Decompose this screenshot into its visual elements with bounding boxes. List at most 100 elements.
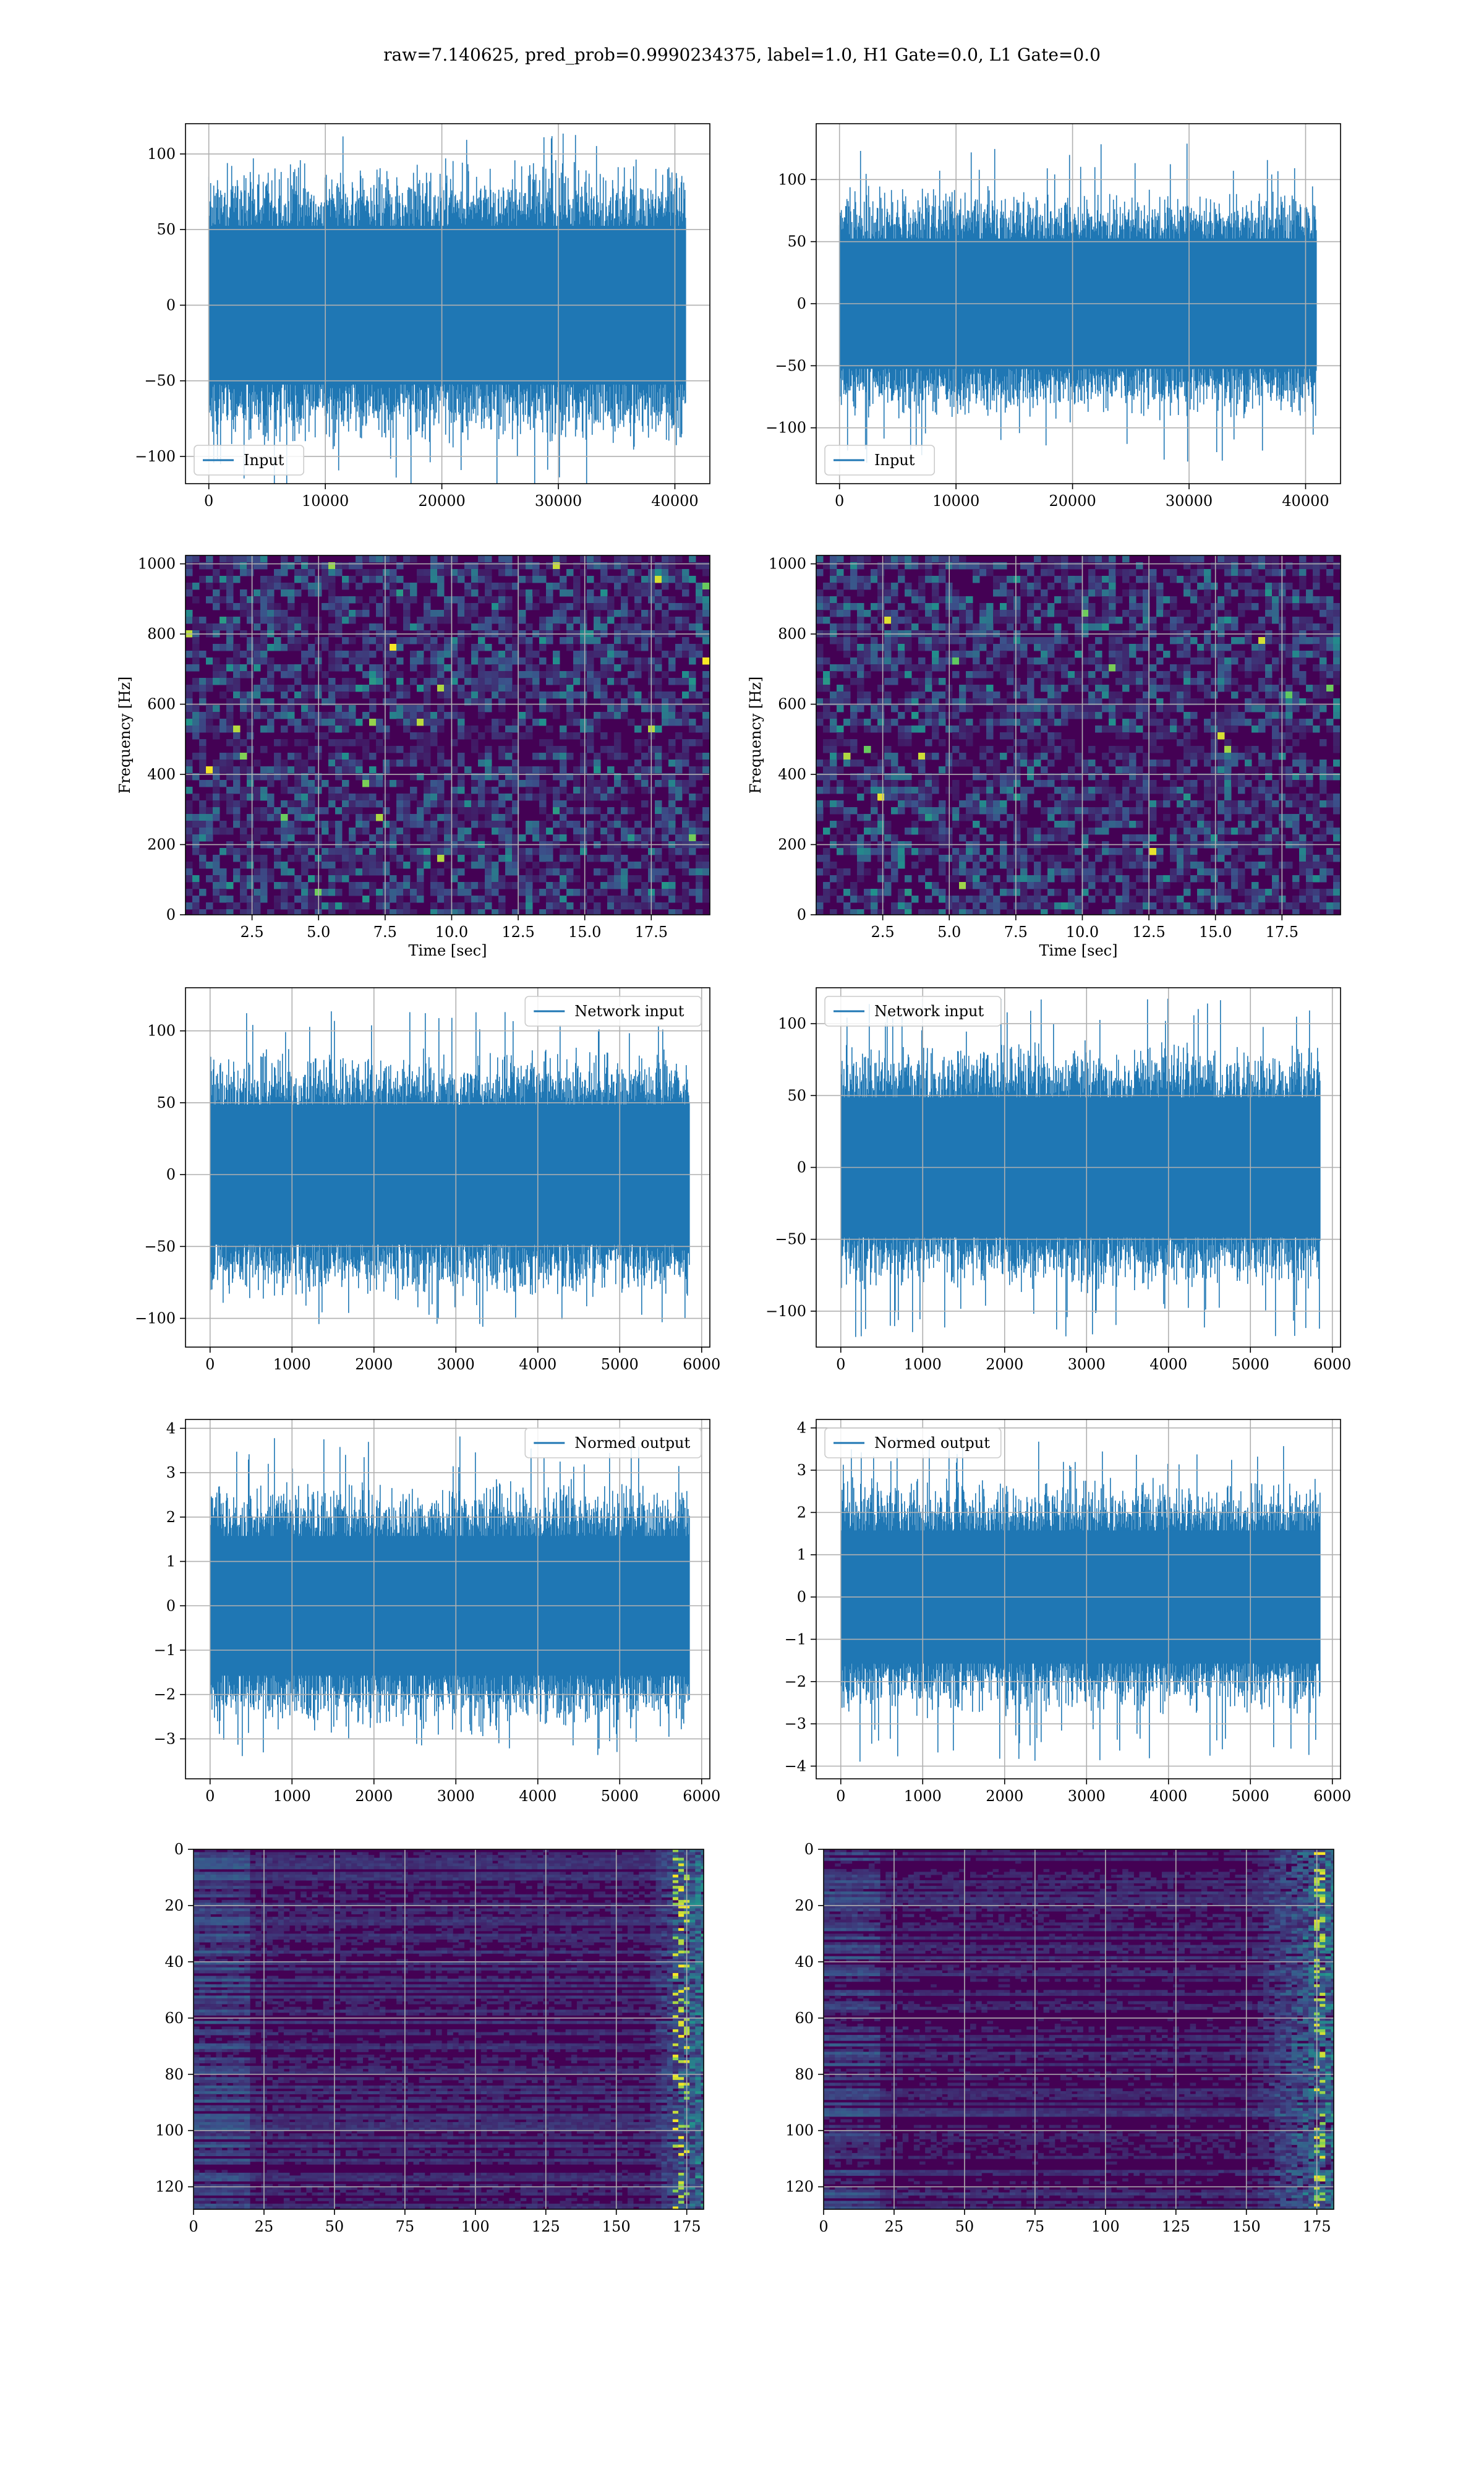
l1-input-xtick-label: 0 xyxy=(835,492,844,510)
h1-input-ytick-label: 0 xyxy=(166,296,176,314)
h1-network-input-xtick-label: 2000 xyxy=(355,1356,393,1373)
h1-normed-output-xtick-label: 2000 xyxy=(355,1787,393,1805)
h1-network-input-xtick-label: 6000 xyxy=(683,1356,720,1373)
h1-network-input-xtick-label: 5000 xyxy=(601,1356,639,1373)
h1-spectrogram-plot-area xyxy=(186,555,710,915)
h1-input-xtick-label: 40000 xyxy=(651,492,698,510)
l1-normed-output-legend-label: Normed output xyxy=(874,1434,990,1452)
l1-input-ytick-label: −100 xyxy=(765,419,806,437)
l1-input-xtick-label: 10000 xyxy=(932,492,979,510)
h1-normed-output-panel: 0 1000 2000 3000 4000 5000 6000 −3 −2 −1 0 1 2 3 4 Norm… xyxy=(154,1419,720,1805)
h1-spectrogram-ytick-label: 0 xyxy=(166,906,176,923)
l1-spectrogram-xtick-label: 10.0 xyxy=(1066,923,1099,941)
l1-normed-output-xtick-label: 1000 xyxy=(904,1787,942,1805)
l1-feature-map-ytick-label: 80 xyxy=(795,2066,814,2083)
h1-normed-output-grid xyxy=(186,1419,710,1779)
h1-spectrogram-ytick-label: 600 xyxy=(147,696,176,713)
h1-normed-output-xtick-label: 4000 xyxy=(519,1787,556,1805)
l1-network-input-panel: 0 1000 2000 3000 4000 5000 6000 −100 −50 0 50 100 Ne… xyxy=(765,987,1351,1373)
l1-network-input-xtick-label: 1000 xyxy=(904,1356,942,1373)
h1-normed-output-plot-area xyxy=(210,1436,690,1757)
l1-normed-output-ytick-label: −1 xyxy=(785,1630,806,1648)
h1-feature-map-ytick-label: 100 xyxy=(155,2122,184,2139)
l1-spectrogram-ytick-label: 0 xyxy=(797,906,806,923)
l1-normed-output-axes-frame xyxy=(816,1419,1341,1779)
h1-feature-map-xtick-label: 0 xyxy=(189,2218,198,2235)
h1-network-input-panel: 0 1000 2000 3000 4000 5000 6000 −100 −50 0 50 100 Ne… xyxy=(135,987,720,1373)
h1-normed-output-ytick-label: 2 xyxy=(166,1509,176,1526)
h1-spectrogram-axes-frame xyxy=(185,555,710,915)
l1-normed-output-ytick-label: 2 xyxy=(797,1504,806,1521)
h1-normed-output-xtick-label: 3000 xyxy=(437,1787,475,1805)
h1-network-input-ytick-label: 50 xyxy=(156,1094,176,1111)
l1-spectrogram-xtick-label: 7.5 xyxy=(1004,923,1028,941)
h1-spectrogram-xtick-label: 12.5 xyxy=(501,923,534,941)
h1-network-input-grid xyxy=(186,988,710,1347)
l1-network-input-ytick-label: 100 xyxy=(778,1015,806,1032)
l1-input-xtick-label: 40000 xyxy=(1282,492,1329,510)
h1-network-input-ytick-label: 0 xyxy=(166,1166,176,1183)
l1-spectrogram-ytick-label: 200 xyxy=(778,836,806,854)
l1-network-input-legend: Network input xyxy=(824,996,1002,1027)
l1-normed-output-ytick-label: 4 xyxy=(797,1419,806,1437)
h1-spectrogram-xtick-label: 7.5 xyxy=(373,923,397,941)
l1-feature-map-xtick-label: 125 xyxy=(1162,2218,1190,2235)
h1-spectrogram-ytick-label: 1000 xyxy=(138,555,176,573)
l1-input-ytick-label: −50 xyxy=(775,357,806,374)
l1-feature-map-xtick-label: 75 xyxy=(1026,2218,1045,2235)
h1-network-input-xtick-label: 3000 xyxy=(437,1356,475,1373)
h1-feature-map-xtick-label: 50 xyxy=(325,2218,344,2235)
l1-feature-map-xtick-label: 150 xyxy=(1232,2218,1261,2235)
h1-normed-output-xtick-label: 6000 xyxy=(683,1787,720,1805)
l1-spectrogram-ytick-label: 800 xyxy=(778,625,806,643)
h1-network-input-legend-box xyxy=(524,996,702,1027)
l1-spectrogram-xtick-label: 12.5 xyxy=(1132,923,1165,941)
l1-input-ytick-label: 50 xyxy=(787,233,806,250)
l1-normed-output-ytick-label: 0 xyxy=(797,1588,806,1606)
l1-input-legend-box xyxy=(824,445,935,476)
h1-feature-map-plot-area xyxy=(194,1849,704,2209)
h1-spectrogram-xtick-label: 17.5 xyxy=(635,923,668,941)
h1-normed-output-axes-frame xyxy=(185,1419,710,1779)
l1-normed-output-panel: 0 1000 2000 3000 4000 5000 6000 −4 −3 −2 −1 0 1 2 3 4 No… xyxy=(785,1419,1351,1805)
l1-spectrogram-xtick-label: 2.5 xyxy=(871,923,895,941)
l1-feature-map-ytick-label: 20 xyxy=(795,1897,814,1914)
l1-network-input-ytick-label: 0 xyxy=(797,1159,806,1176)
h1-normed-output-ytick-label: 3 xyxy=(166,1464,176,1481)
h1-feature-map-xtick-label: 175 xyxy=(673,2218,701,2235)
h1-input-axes-frame xyxy=(185,123,710,484)
l1-normed-output-ytick-label: 3 xyxy=(797,1462,806,1479)
l1-spectrogram-ytick-label: 600 xyxy=(778,696,806,713)
h1-normed-output-legend: Normed output xyxy=(524,1427,702,1458)
h1-feature-map-xtick-label: 100 xyxy=(461,2218,490,2235)
h1-network-input-legend-label: Network input xyxy=(574,1003,684,1020)
h1-network-input-plot-area xyxy=(210,1011,690,1327)
l1-spectrogram-xtick-label: 17.5 xyxy=(1266,923,1298,941)
h1-spectrogram-ylabel: Frequency [Hz] xyxy=(116,677,134,794)
l1-network-input-xtick-label: 6000 xyxy=(1313,1356,1351,1373)
h1-feature-map-panel: 0 25 50 75 100 125 150 175 0 20 40 60 80 100 120 xyxy=(155,1841,704,2235)
h1-network-input-ytick-label: −100 xyxy=(135,1310,176,1327)
l1-normed-output-xtick-label: 2000 xyxy=(986,1787,1023,1805)
l1-normed-output-ytick-label: 1 xyxy=(797,1546,806,1564)
l1-spectrogram-xlabel: Time [sec] xyxy=(1039,942,1118,959)
l1-feature-map-ytick-label: 40 xyxy=(795,1953,814,1971)
h1-feature-map-ytick-label: 60 xyxy=(164,2010,184,2027)
h1-network-input-xtick-label: 0 xyxy=(205,1356,215,1373)
h1-spectrogram-xtick-label: 2.5 xyxy=(241,923,264,941)
h1-input-ytick-label: 100 xyxy=(147,145,176,163)
h1-normed-output-legend-box xyxy=(524,1427,702,1458)
h1-normed-output-legend-label: Normed output xyxy=(574,1434,690,1452)
l1-input-ytick-label: 100 xyxy=(778,171,806,188)
l1-feature-map-plot-area xyxy=(824,1849,1334,2209)
h1-spectrogram-xtick-label: 5.0 xyxy=(307,923,330,941)
l1-network-input-ytick-label: −50 xyxy=(775,1231,806,1248)
h1-input-legend-label: Input xyxy=(244,452,284,469)
h1-network-input-ytick-label: −50 xyxy=(144,1238,176,1255)
l1-spectrogram-ytick-label: 1000 xyxy=(769,555,806,573)
h1-input-ytick-label: −50 xyxy=(144,372,176,390)
l1-feature-map-xtick-label: 100 xyxy=(1091,2218,1120,2235)
h1-input-xtick-label: 0 xyxy=(204,492,213,510)
h1-input-legend-box xyxy=(194,445,304,476)
